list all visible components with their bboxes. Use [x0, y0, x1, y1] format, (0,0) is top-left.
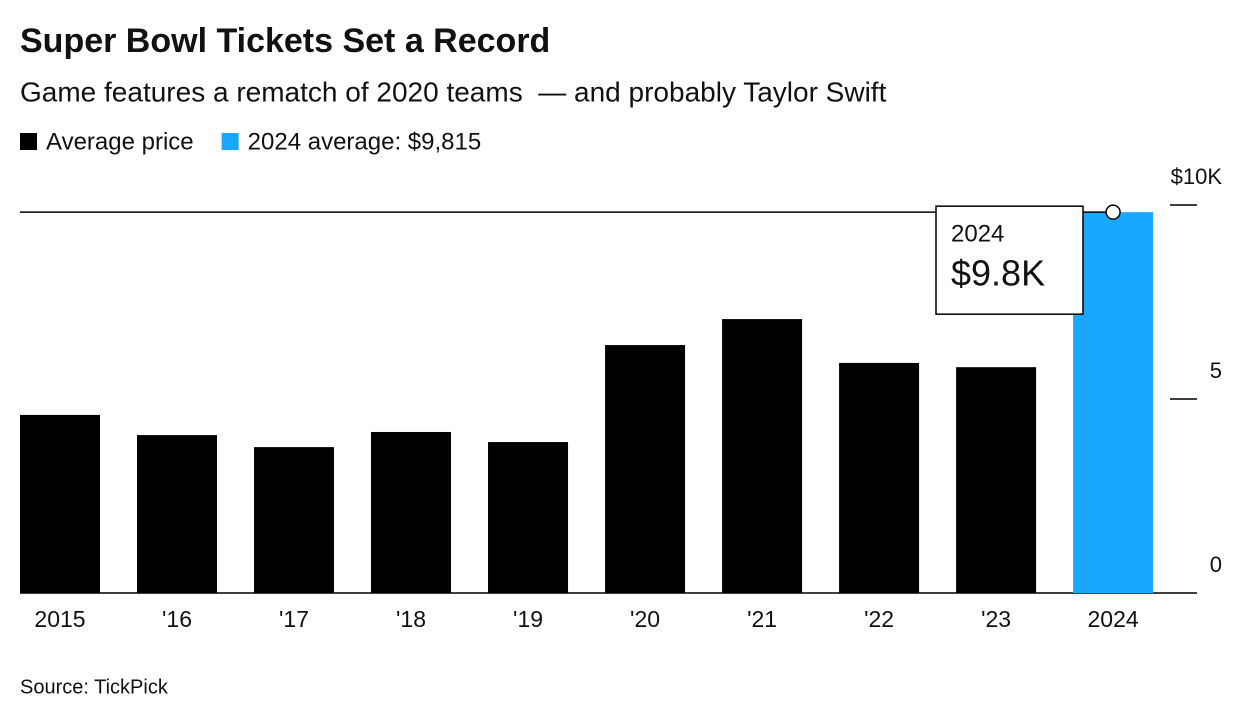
x-tick-label: '21 [747, 606, 777, 632]
bar [605, 345, 686, 593]
bar [137, 435, 218, 593]
annotation-category: 2024 [951, 221, 1004, 248]
y-tick-label: $10K [1171, 164, 1223, 189]
legend-label: 2024 average: $9,815 [248, 128, 482, 155]
x-tick-label: '19 [513, 606, 543, 632]
source: Source: TickPick [20, 676, 169, 698]
x-tick-label: '20 [630, 606, 660, 632]
data-label: $9.8K [951, 253, 1045, 294]
marker [1105, 204, 1121, 220]
chart-title: Super Bowl Tickets Set a Record [20, 22, 550, 60]
x-tick-label: '23 [981, 606, 1011, 632]
legend-swatch [20, 133, 37, 150]
legend-label: Average price [46, 128, 194, 155]
bar [956, 367, 1037, 593]
x-tick-label: '22 [864, 606, 894, 632]
x-tick-label: '16 [162, 606, 192, 632]
x-tick-label: 2015 [34, 606, 85, 632]
bar [839, 362, 920, 593]
bar [20, 414, 100, 593]
x-tick-label: '17 [279, 606, 309, 632]
y-tick-label: 5 [1210, 358, 1222, 383]
bar [254, 447, 335, 593]
bar [722, 319, 803, 593]
bar [1073, 212, 1154, 594]
legend-swatch [221, 133, 239, 150]
x-tick-label: '18 [396, 606, 426, 632]
y-tick-label: 0 [1210, 552, 1222, 577]
annotation-box [935, 205, 1084, 315]
chart-subtitle: Game features a rematch of 2020 teams — … [20, 76, 887, 107]
x-tick-label: 2024 [1088, 606, 1139, 632]
bar [371, 431, 452, 593]
bar [488, 442, 569, 593]
